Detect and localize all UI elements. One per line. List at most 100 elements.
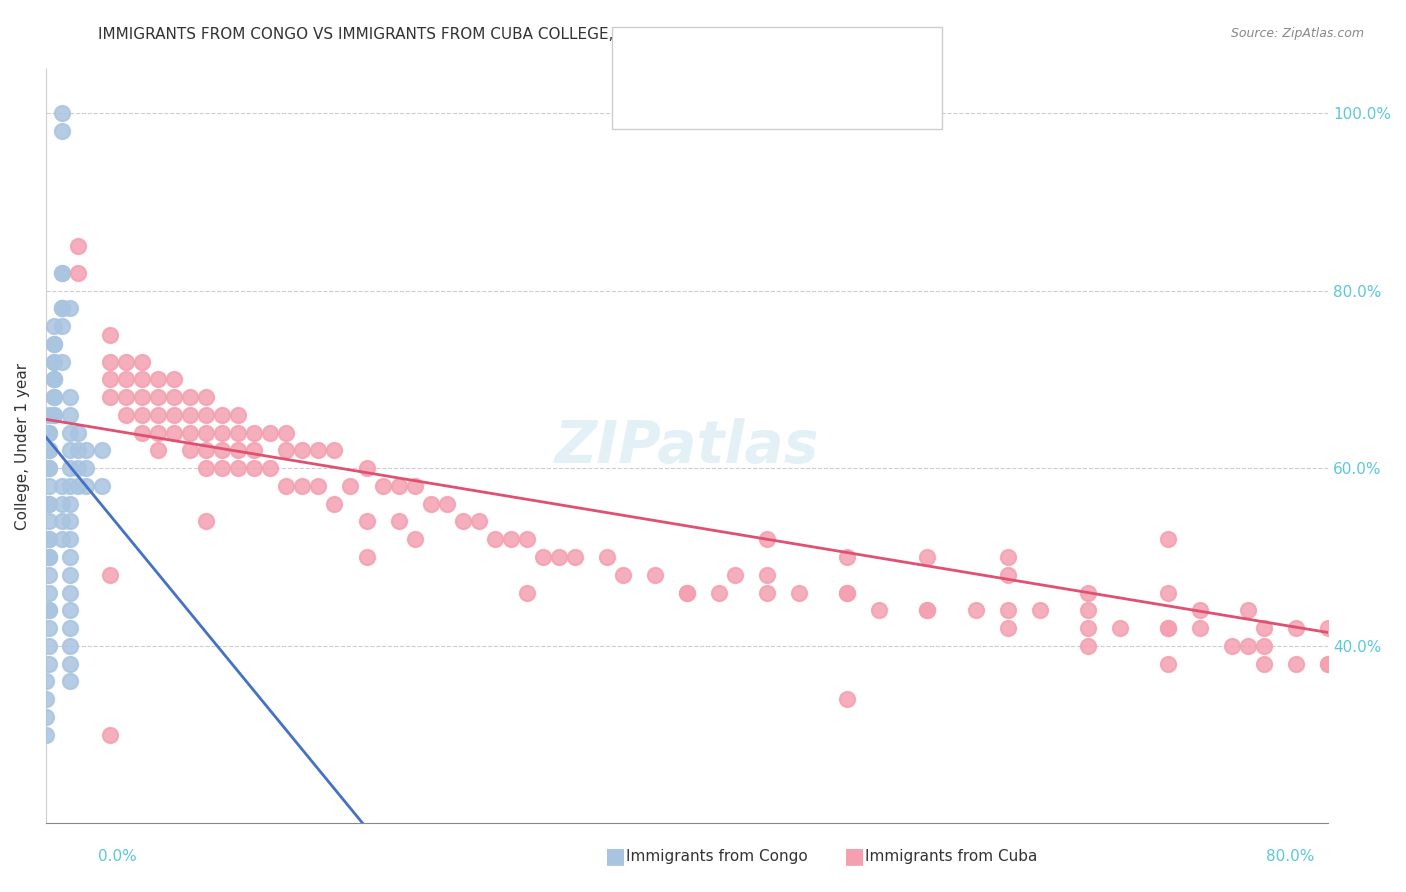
- Text: 80.0%: 80.0%: [1267, 849, 1315, 863]
- Point: [259, 425, 281, 440]
- Point: [226, 443, 249, 458]
- Point: [42, 408, 65, 422]
- Point: [307, 443, 329, 458]
- Point: [51, 301, 73, 316]
- Point: [1157, 585, 1180, 599]
- Point: [75, 479, 97, 493]
- Point: [42, 336, 65, 351]
- Point: [211, 408, 233, 422]
- Point: [75, 461, 97, 475]
- Point: [51, 354, 73, 368]
- Point: [484, 533, 506, 547]
- Point: [51, 266, 73, 280]
- Point: [38, 443, 60, 458]
- Point: [547, 549, 569, 564]
- Point: [59, 621, 82, 635]
- Point: [131, 408, 153, 422]
- Text: R =: R =: [657, 91, 686, 105]
- Point: [42, 372, 65, 386]
- Point: [163, 408, 186, 422]
- Text: IMMIGRANTS FROM CONGO VS IMMIGRANTS FROM CUBA COLLEGE, UNDER 1 YEAR CORRELATION : IMMIGRANTS FROM CONGO VS IMMIGRANTS FROM…: [98, 27, 903, 42]
- Point: [35, 710, 58, 724]
- Point: [195, 443, 218, 458]
- Point: [339, 479, 361, 493]
- Point: [837, 549, 859, 564]
- Point: [38, 425, 60, 440]
- Point: [1253, 621, 1275, 635]
- Point: [59, 408, 82, 422]
- Point: [59, 301, 82, 316]
- Point: [1077, 603, 1099, 617]
- Point: [42, 390, 65, 404]
- Point: [195, 408, 218, 422]
- Point: [307, 479, 329, 493]
- Text: Source: ZipAtlas.com: Source: ZipAtlas.com: [1230, 27, 1364, 40]
- Point: [195, 390, 218, 404]
- Point: [59, 461, 82, 475]
- Point: [499, 533, 522, 547]
- Point: [1317, 657, 1340, 671]
- Point: [131, 425, 153, 440]
- Point: [356, 461, 378, 475]
- Point: [59, 515, 82, 529]
- Point: [997, 603, 1019, 617]
- Y-axis label: College, Under 1 year: College, Under 1 year: [15, 362, 30, 530]
- Point: [42, 408, 65, 422]
- Point: [195, 425, 218, 440]
- Point: [1285, 657, 1308, 671]
- Point: [211, 425, 233, 440]
- Point: [724, 567, 747, 582]
- Point: [1157, 621, 1180, 635]
- Point: [51, 479, 73, 493]
- Point: [756, 533, 779, 547]
- Point: [291, 443, 314, 458]
- Point: [356, 515, 378, 529]
- Point: [211, 461, 233, 475]
- Point: [564, 549, 586, 564]
- Text: N =: N =: [749, 91, 780, 105]
- Point: [612, 567, 634, 582]
- Point: [115, 372, 138, 386]
- Point: [38, 497, 60, 511]
- Point: [1253, 657, 1275, 671]
- Point: [243, 461, 266, 475]
- Point: [51, 266, 73, 280]
- Point: [42, 390, 65, 404]
- Point: [1077, 585, 1099, 599]
- Point: [98, 728, 121, 742]
- Point: [1188, 603, 1211, 617]
- Point: [51, 497, 73, 511]
- Point: [997, 549, 1019, 564]
- Point: [226, 461, 249, 475]
- Point: [51, 301, 73, 316]
- Point: [66, 239, 89, 253]
- Point: [404, 479, 426, 493]
- Point: [211, 443, 233, 458]
- Point: [917, 603, 939, 617]
- Point: [1317, 657, 1340, 671]
- Point: [146, 390, 169, 404]
- Point: [371, 479, 394, 493]
- Point: [115, 390, 138, 404]
- Point: [404, 533, 426, 547]
- Point: [1108, 621, 1130, 635]
- Point: [516, 585, 538, 599]
- Point: [436, 497, 458, 511]
- Point: [42, 354, 65, 368]
- Text: 80: 80: [783, 53, 803, 67]
- Point: [676, 585, 699, 599]
- Point: [1028, 603, 1050, 617]
- Point: [38, 461, 60, 475]
- Point: [596, 549, 619, 564]
- Text: R =: R =: [657, 53, 686, 67]
- Point: [1220, 639, 1243, 653]
- Point: [146, 425, 169, 440]
- Point: [66, 443, 89, 458]
- Point: [38, 603, 60, 617]
- Point: [868, 603, 890, 617]
- Point: [38, 533, 60, 547]
- Point: [38, 549, 60, 564]
- Point: [38, 425, 60, 440]
- Point: [276, 425, 298, 440]
- Point: [965, 603, 987, 617]
